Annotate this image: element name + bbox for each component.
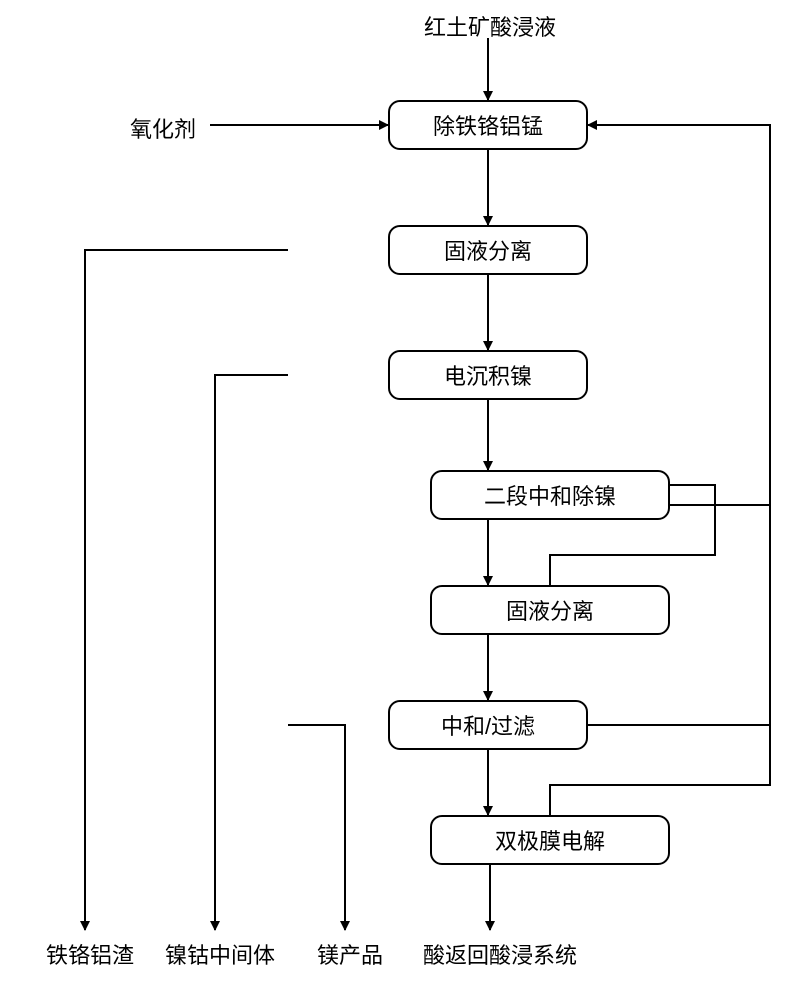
diagram-canvas: 除铁铬铝锰固液分离电沉积镍二段中和除镍固液分离中和/过滤双极膜电解红土矿酸浸液氧… bbox=[0, 0, 810, 1000]
label-out_slag: 铁铬铝渣 bbox=[35, 938, 145, 970]
label-out_mg: 镁产品 bbox=[305, 938, 395, 970]
process-node-n2: 固液分离 bbox=[388, 225, 588, 275]
process-node-n4: 二段中和除镍 bbox=[430, 470, 670, 520]
process-node-n6: 中和/过滤 bbox=[388, 700, 588, 750]
label-out_nico: 镍钴中间体 bbox=[155, 938, 285, 970]
label-out_acid: 酸返回酸浸系统 bbox=[410, 938, 590, 970]
process-node-n1: 除铁铬铝锰 bbox=[388, 100, 588, 150]
label-input_top: 红土矿酸浸液 bbox=[410, 10, 570, 42]
process-node-n5: 固液分离 bbox=[430, 585, 670, 635]
edges-layer bbox=[0, 0, 810, 1000]
label-oxidant: 氧化剂 bbox=[130, 112, 210, 144]
process-node-n3: 电沉积镍 bbox=[388, 350, 588, 400]
process-node-n7: 双极膜电解 bbox=[430, 815, 670, 865]
